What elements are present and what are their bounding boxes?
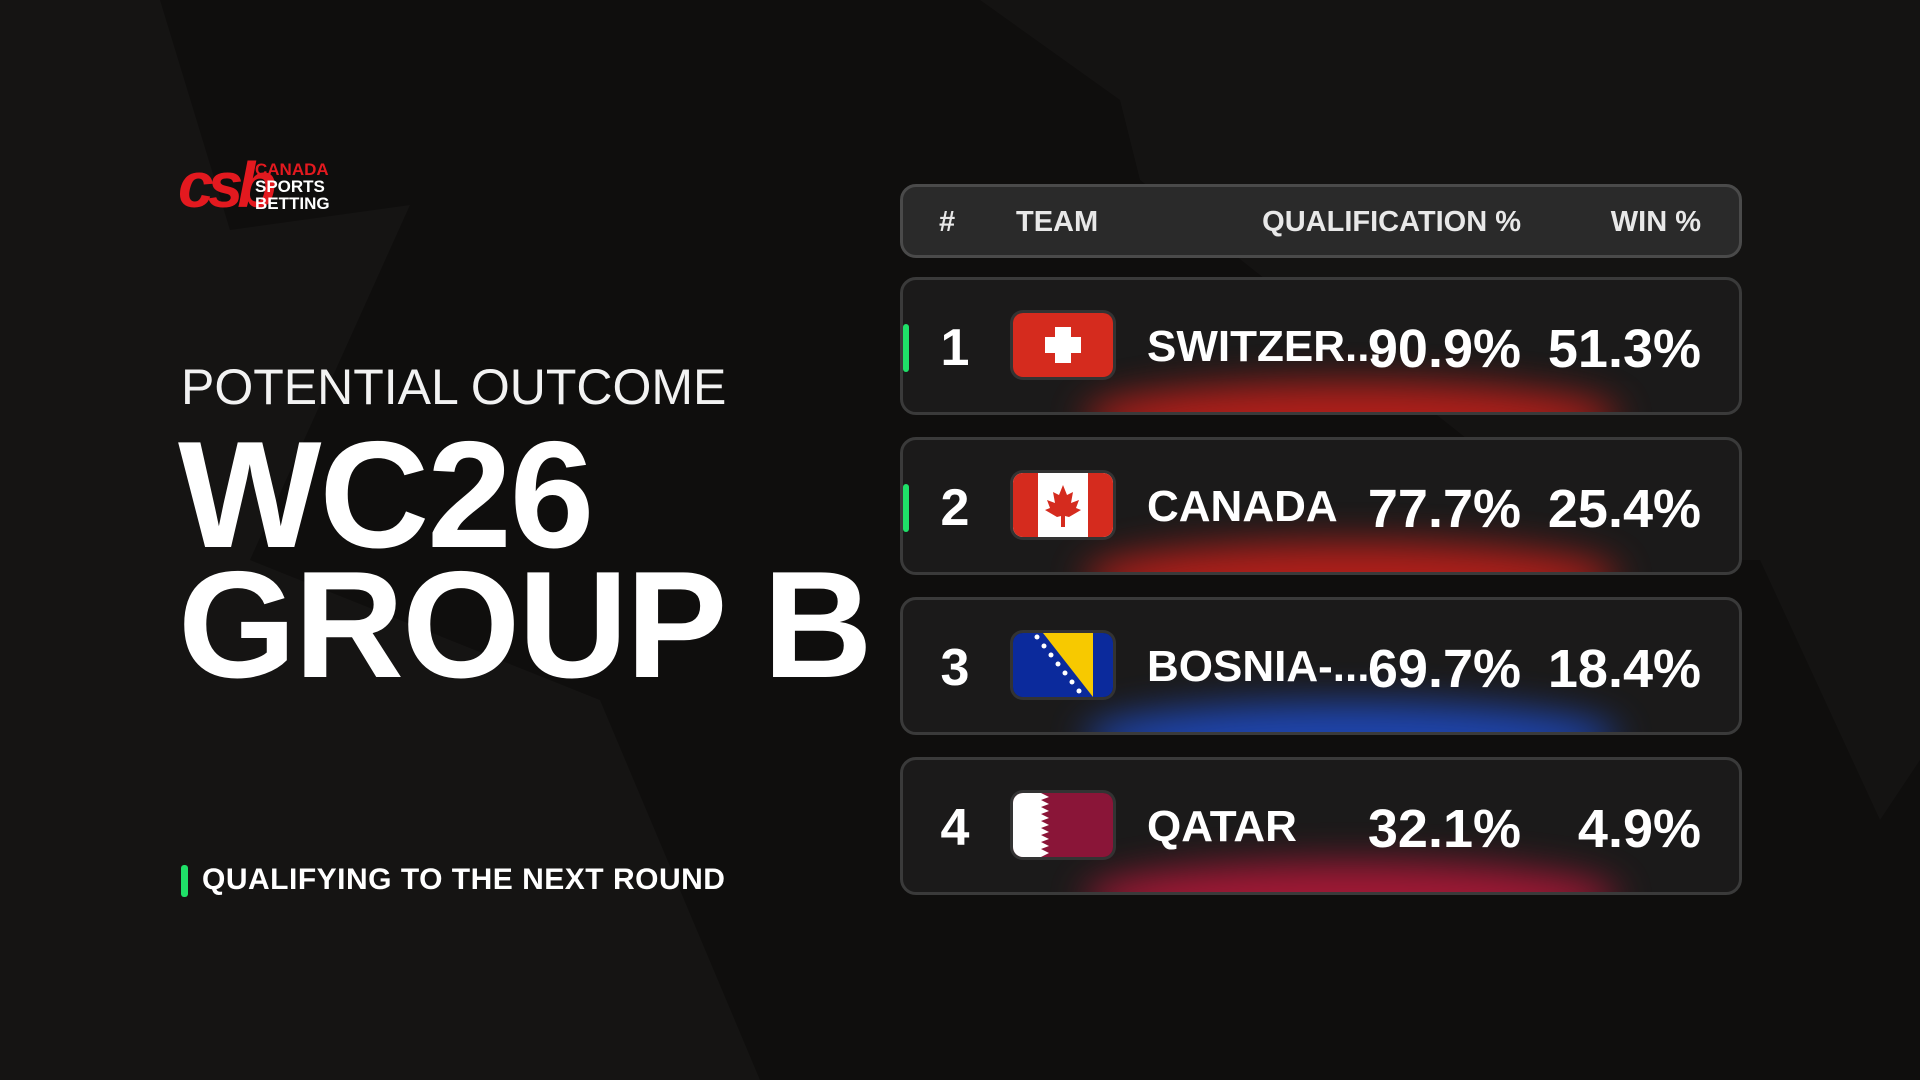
flag-icon xyxy=(1013,793,1113,857)
legend: QUALIFYING TO THE NEXT ROUND xyxy=(202,863,726,896)
rank: 3 xyxy=(940,639,970,697)
team-name: CANADA xyxy=(1147,482,1338,531)
header-cell: QUALIFICATION % xyxy=(1262,206,1521,238)
title: WC26 xyxy=(178,410,594,580)
row-glow xyxy=(1083,702,1619,732)
table-row: 1 SWITZER... 90.9% 51.3% xyxy=(900,277,1742,415)
table-header: # TEAM QUALIFICATION % WIN % xyxy=(900,184,1742,258)
win-pct: 18.4% xyxy=(1547,639,1701,699)
header-cell: TEAM xyxy=(1016,206,1099,238)
rank: 2 xyxy=(940,479,970,537)
legend-marker xyxy=(181,865,188,897)
row-glow xyxy=(1083,382,1619,412)
header-cell: WIN % xyxy=(1610,206,1701,238)
header-cell: # xyxy=(939,206,956,238)
logo-text: CANADA xyxy=(255,160,329,179)
rank: 4 xyxy=(940,799,970,857)
row-glow xyxy=(1083,542,1619,572)
subtitle: POTENTIAL OUTCOME xyxy=(181,359,727,415)
logo-mark: csb xyxy=(178,149,276,221)
team-name: QATAR xyxy=(1147,802,1297,851)
logo-text: BETTING xyxy=(255,194,330,213)
table-row: 4 QATAR 32.1% 4.9% xyxy=(900,757,1742,895)
team-name: BOSNIA-... xyxy=(1147,642,1370,691)
logo-text: SPORTS xyxy=(255,177,325,196)
flag-icon xyxy=(1013,313,1113,377)
team-name: SWITZER... xyxy=(1147,322,1382,371)
flag-icon xyxy=(1013,633,1113,697)
rank: 1 xyxy=(940,319,970,377)
win-pct: 4.9% xyxy=(1577,799,1701,859)
title: GROUP B xyxy=(178,540,873,710)
win-pct: 25.4% xyxy=(1547,479,1701,539)
win-pct: 51.3% xyxy=(1547,319,1701,379)
table-row: 3 BOSNIA-... 69.7% 18.4% xyxy=(900,597,1742,735)
qualifying-marker xyxy=(903,484,909,532)
flag-icon xyxy=(1013,473,1113,537)
row-glow xyxy=(1083,862,1619,892)
qualification-pct: 69.7% xyxy=(1367,639,1521,699)
qualification-pct: 32.1% xyxy=(1367,799,1521,859)
bg-shape xyxy=(0,0,760,1080)
qualification-pct: 77.7% xyxy=(1367,479,1521,539)
qualification-pct: 90.9% xyxy=(1367,319,1521,379)
qualifying-marker xyxy=(903,324,909,372)
table-row: 2 CANADA 77.7% 25.4% xyxy=(900,437,1742,575)
